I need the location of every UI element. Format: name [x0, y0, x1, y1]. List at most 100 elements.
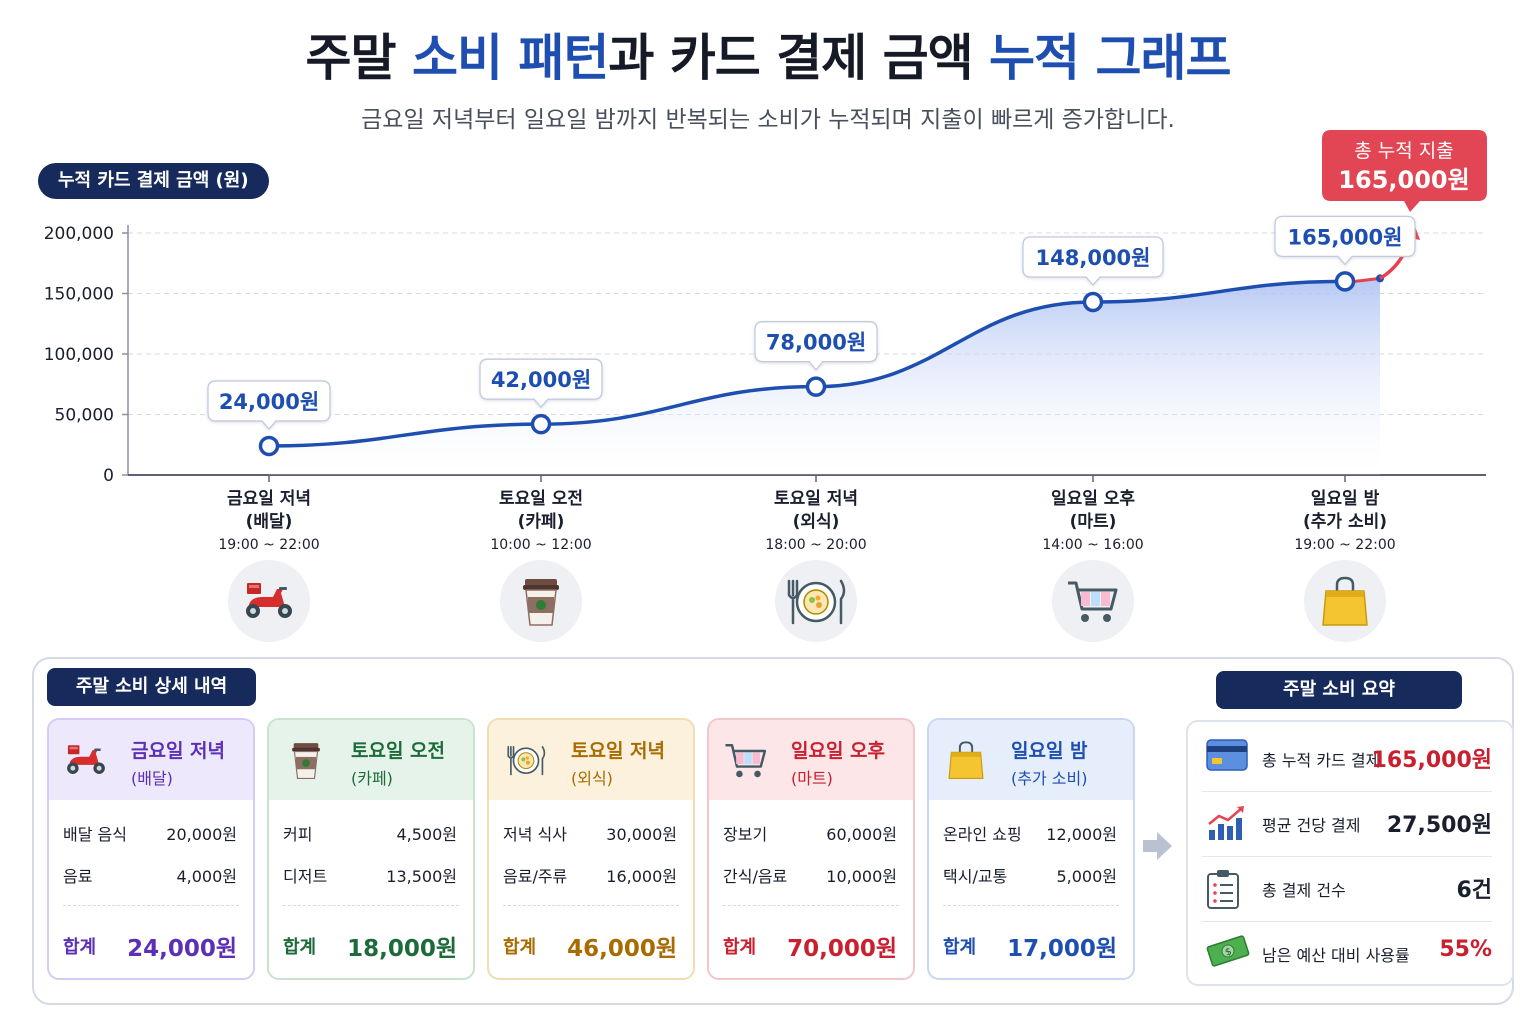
detail-item-label: 장보기 [723, 825, 768, 844]
summary-value: 55% [1439, 937, 1492, 962]
detail-item-label: 음료 [63, 867, 93, 886]
detail-card-header: 일요일 밤 (추가 소비) [929, 720, 1133, 800]
detail-item: 커피 4,500원 [283, 821, 457, 845]
detail-section-title: 주말 소비 상세 내역 [47, 668, 256, 706]
summary-value: 165,000원 [1371, 748, 1492, 773]
detail-card: 토요일 오전 (카페) 커피 4,500원 디저트 13,500원 합계 18,000… [267, 718, 475, 980]
money-icon: $ [1206, 934, 1250, 972]
detail-item: 온라인 쇼핑 12,000원 [943, 821, 1117, 845]
callout-box [1274, 215, 1416, 266]
detail-item-value: 20,000원 [166, 825, 237, 844]
y-tick-label: 50,000 [55, 406, 114, 426]
title-part: 주말 [305, 29, 412, 87]
x-category-time: 19:00 ~ 22:00 [1294, 537, 1396, 553]
data-label: 148,000원 [1036, 246, 1151, 270]
detail-item-value: 10,000원 [826, 867, 897, 886]
shopping-cart-icon [1052, 560, 1134, 642]
detail-item-label: 택시/교통 [943, 867, 1008, 886]
data-label: 24,000원 [219, 390, 319, 414]
detail-item: 택시/교통 5,000원 [943, 863, 1117, 887]
detail-card-title: 토요일 저녁 [571, 740, 666, 762]
title-part-highlight: 소비 패턴 [411, 29, 609, 87]
total-label: 합계 [723, 937, 757, 958]
title-part-highlight: 누적 그래프 [989, 29, 1231, 87]
total-label: 합계 [283, 937, 317, 958]
shopping-bag-icon [1304, 560, 1386, 642]
x-category-label: 금요일 저녁 (배달) 19:00 ~ 22:00 [169, 488, 369, 556]
summary-row: $ 남은 예산 대비 사용률 55% [1202, 924, 1492, 980]
x-category-label: 일요일 밤 (추가 소비) 19:00 ~ 22:00 [1245, 488, 1445, 556]
summary-row: 평균 건당 결제 27,500원 [1202, 794, 1492, 850]
detail-card-subtitle: (배달) [131, 769, 173, 788]
total-callout-label: 총 누적 지출 [1354, 140, 1453, 162]
summary-row: 총 누적 카드 결제 165,000원 [1202, 729, 1492, 785]
dining-plate-icon [775, 560, 857, 642]
divider [283, 905, 459, 906]
total-value: 24,000원 [127, 936, 237, 962]
detail-card: 토요일 저녁 (외식) 저녁 식사 30,000원 음료/주류 16,000원 합계… [487, 718, 695, 980]
x-category-label: 토요일 오전 (카페) 10:00 ~ 12:00 [441, 488, 641, 556]
title-part: 과 카드 결제 금액 [608, 29, 990, 87]
data-point [1082, 291, 1104, 313]
detail-item-value: 60,000원 [826, 825, 897, 844]
detail-item: 장보기 60,000원 [723, 821, 897, 845]
divider [63, 905, 239, 906]
data-point [1334, 271, 1356, 292]
summary-box: 총 누적 카드 결제 165,000원 평균 건당 결제 27,500원 총 결제 건수… [1186, 720, 1514, 986]
x-category-sub: (카페) [517, 512, 565, 532]
total-callout-value: 165,000원 [1338, 166, 1469, 194]
detail-item-label: 디저트 [283, 867, 328, 886]
scooter-icon [63, 740, 115, 784]
x-category-name: 토요일 오전 [498, 489, 584, 509]
x-category-label: 일요일 오후 (마트) 14:00 ~ 16:00 [993, 488, 1193, 556]
total-callout: 총 누적 지출 165,000원 [1322, 130, 1487, 212]
y-tick-label: 200,000 [44, 224, 114, 244]
summary-section-title: 주말 소비 요약 [1216, 671, 1462, 709]
detail-card-title: 일요일 오후 [791, 740, 886, 762]
detail-card-title: 일요일 밤 [1011, 740, 1088, 762]
detail-item: 간식/음료 10,000원 [723, 863, 897, 887]
y-tick-label: 0 [103, 466, 114, 486]
total-value: 46,000원 [567, 936, 677, 962]
arrow-right-icon [1143, 832, 1172, 860]
data-label-callout: 165,000원 [1274, 215, 1416, 266]
divider [1202, 921, 1492, 922]
callout-box [754, 321, 878, 371]
detail-card-subtitle: (카페) [351, 769, 393, 788]
detail-item-label: 간식/음료 [723, 867, 788, 886]
coffee-cup-icon [283, 740, 335, 784]
total-callout-box [1322, 130, 1487, 212]
data-label-callout: 78,000원 [754, 321, 878, 371]
detail-item-label: 배달 음식 [63, 825, 127, 844]
x-category-name: 금요일 저녁 [226, 489, 312, 509]
total-label: 합계 [503, 937, 537, 958]
detail-item: 음료/주류 16,000원 [503, 863, 677, 887]
trend-segment [1354, 276, 1381, 283]
page-title: 주말 소비 패턴과 카드 결제 금액 누적 그래프 [0, 18, 1536, 90]
detail-item-value: 5,000원 [1056, 867, 1117, 886]
detail-card: 금요일 저녁 (배달) 배달 음식 20,000원 음료 4,000원 합계 24,0… [47, 718, 255, 980]
detail-item-label: 음료/주류 [503, 867, 568, 886]
detail-card-subtitle: (추가 소비) [1011, 769, 1088, 788]
x-category-time: 19:00 ~ 22:00 [218, 537, 320, 553]
data-label-callout: 42,000원 [479, 358, 603, 409]
y-axis-label: 누적 카드 결제 금액 (원) [38, 163, 269, 199]
x-category-time: 14:00 ~ 16:00 [1042, 537, 1144, 553]
detail-item-label: 온라인 쇼핑 [943, 825, 1022, 844]
detail-item: 배달 음식 20,000원 [63, 821, 237, 845]
data-label: 165,000원 [1288, 225, 1403, 249]
area-fill [269, 278, 1380, 475]
x-category-time: 18:00 ~ 20:00 [765, 537, 867, 553]
x-category-sub: (외식) [792, 512, 840, 532]
detail-card-title: 금요일 저녁 [131, 740, 226, 762]
x-category-name: 토요일 저녁 [773, 489, 859, 509]
growth-chart-icon [1206, 804, 1248, 842]
shopping-bag-icon [943, 740, 995, 784]
detail-item: 디저트 13,500원 [283, 863, 457, 887]
x-category-sub: (마트) [1069, 512, 1117, 532]
detail-item-value: 30,000원 [606, 825, 677, 844]
detail-item-value: 4,500원 [396, 825, 457, 844]
total-label: 합계 [63, 937, 97, 958]
dining-plate-icon [503, 740, 555, 784]
callout-box [1022, 236, 1164, 286]
